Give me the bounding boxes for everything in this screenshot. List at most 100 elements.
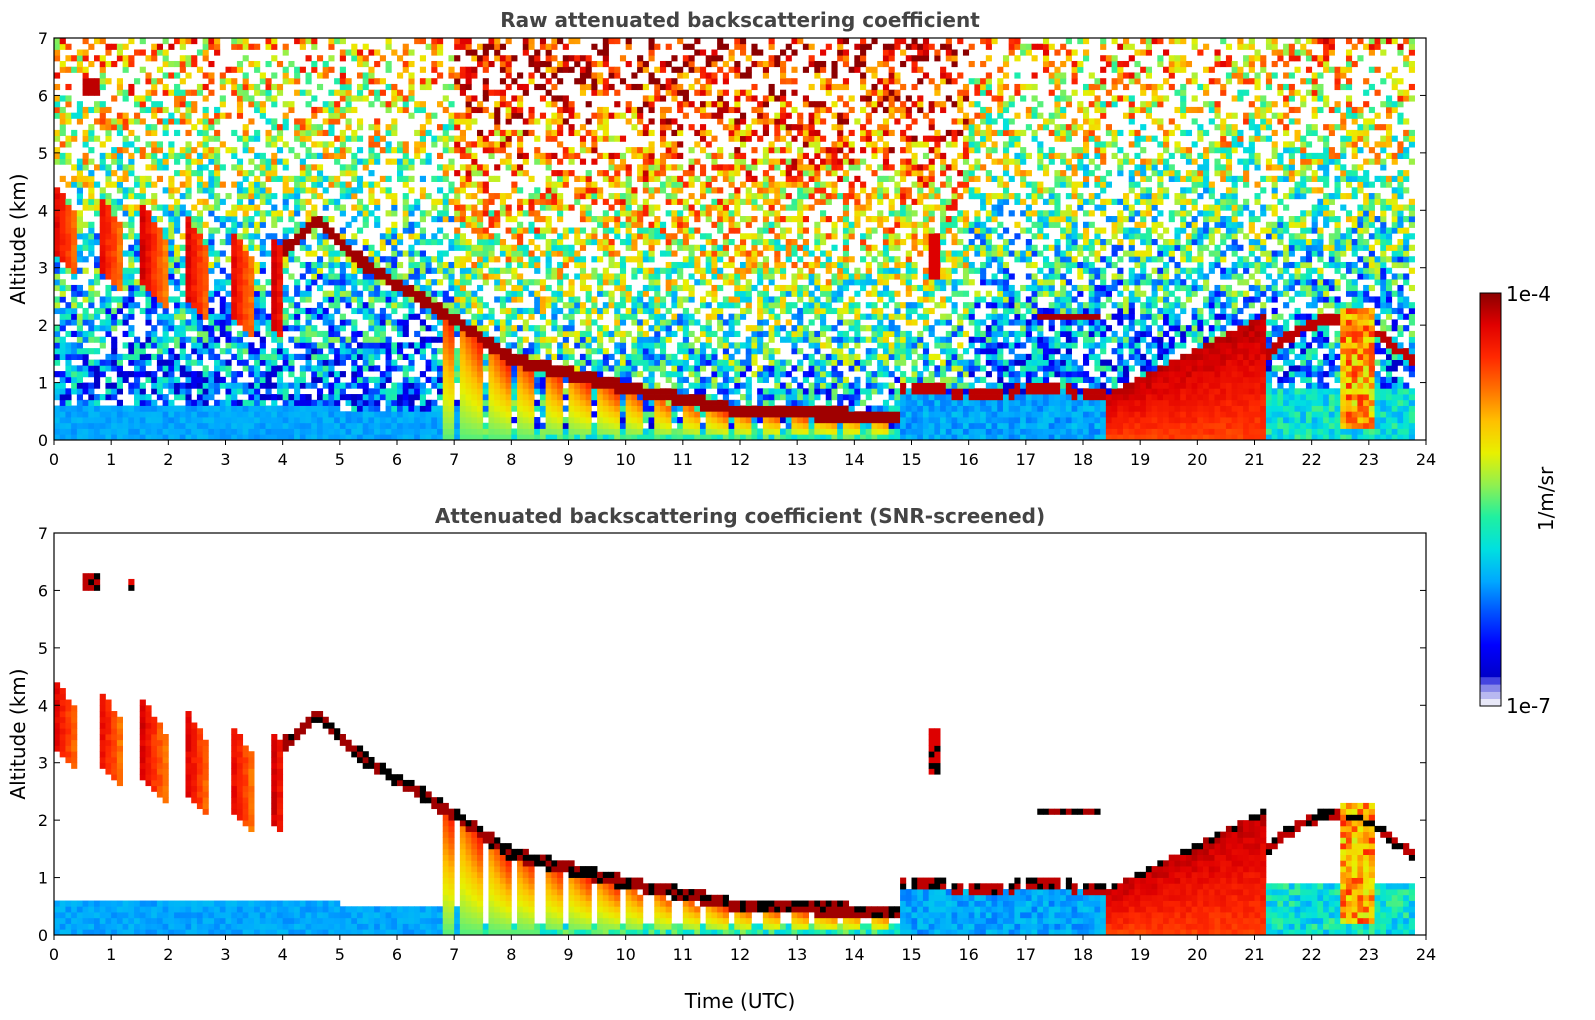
heatmap-cell [585, 187, 592, 194]
heatmap-cell [299, 135, 306, 142]
heatmap-cell [94, 273, 101, 280]
heatmap-cell [391, 342, 398, 349]
heatmap-cell [431, 141, 438, 148]
heatmap-cell [431, 216, 438, 223]
heatmap-cell [665, 118, 672, 125]
heatmap-cell [145, 273, 152, 280]
heatmap-cell [585, 216, 592, 223]
heatmap-cell [522, 394, 529, 401]
heatmap-cell [419, 348, 426, 355]
heatmap-cell [59, 342, 66, 349]
heatmap-cell [111, 336, 118, 343]
heatmap-cell [99, 417, 106, 424]
heatmap-cell [579, 376, 587, 383]
heatmap-cell [545, 89, 552, 96]
heatmap-cell [59, 198, 66, 205]
heatmap-cell [597, 434, 604, 441]
heatmap-cell [311, 187, 318, 194]
heatmap-cell [276, 394, 284, 401]
heatmap-cell [305, 118, 312, 125]
heatmap-cell [128, 411, 135, 418]
heatmap-cell [648, 147, 655, 154]
heatmap-cell [391, 302, 398, 309]
heatmap-cell [185, 227, 192, 234]
heatmap-cell [191, 411, 198, 418]
heatmap-cell [236, 256, 244, 263]
heatmap-cell [648, 38, 655, 45]
heatmap-cell [539, 371, 547, 378]
heatmap-cell [431, 198, 438, 205]
heatmap-cell [602, 405, 609, 412]
heatmap-cell [619, 55, 627, 62]
heatmap-cell [437, 210, 444, 217]
heatmap-cell [442, 394, 449, 401]
heatmap-cell [642, 129, 649, 137]
heatmap-cell [574, 250, 581, 257]
heatmap-cell [356, 296, 364, 303]
heatmap-cell [471, 273, 478, 280]
heatmap-cell [288, 371, 295, 378]
heatmap-cell [265, 95, 272, 102]
heatmap-cell [425, 376, 432, 383]
heatmap-cell [111, 405, 118, 412]
heatmap-cell [151, 124, 158, 131]
heatmap-cell [88, 411, 95, 418]
heatmap-cell [351, 330, 358, 338]
heatmap-cell [334, 348, 341, 355]
heatmap-cell [111, 158, 118, 165]
heatmap-cell [248, 411, 255, 418]
heatmap-cell [391, 405, 398, 412]
heatmap-cell [591, 422, 598, 429]
heatmap-cell [185, 256, 192, 263]
heatmap-cell [625, 43, 632, 50]
heatmap-cell [459, 405, 466, 412]
heatmap-cell [254, 187, 261, 194]
heatmap-cell [597, 428, 604, 435]
heatmap-cell [585, 330, 592, 338]
heatmap-cell [294, 325, 301, 332]
heatmap-cell [597, 216, 604, 223]
heatmap-cell [196, 141, 204, 148]
heatmap-cell [196, 198, 204, 205]
heatmap-cell [225, 302, 232, 309]
heatmap-cell [488, 43, 495, 50]
heatmap-cell [648, 422, 655, 429]
heatmap-cell [642, 181, 649, 188]
heatmap-cell [425, 210, 432, 217]
heatmap-cell [494, 319, 501, 326]
heatmap-cell [585, 336, 592, 343]
heatmap-cell [659, 170, 667, 177]
heatmap-cell [122, 353, 129, 360]
heatmap-cell [225, 210, 232, 217]
heatmap-cell [414, 342, 421, 349]
heatmap-cell [477, 170, 484, 177]
heatmap-cell [608, 434, 615, 441]
heatmap-cell [448, 342, 455, 349]
heatmap-cell [82, 152, 89, 159]
heatmap-cell [419, 233, 426, 240]
heatmap-cell [65, 141, 72, 148]
heatmap-cell [82, 181, 89, 188]
heatmap-cell [482, 204, 489, 211]
heatmap-cell [242, 330, 249, 338]
heatmap-cell [591, 158, 598, 165]
heatmap-cell [328, 227, 335, 234]
heatmap-cell [145, 290, 152, 297]
heatmap-cell [454, 290, 461, 297]
heatmap-cell [59, 244, 66, 251]
heatmap-cell [391, 388, 398, 395]
heatmap-cell [522, 422, 529, 429]
heatmap-cell [162, 428, 169, 435]
heatmap-cell [59, 313, 66, 320]
heatmap-cell [122, 376, 129, 383]
heatmap-cell [271, 319, 278, 326]
heatmap-cell [196, 319, 204, 326]
heatmap-cell [271, 359, 278, 366]
heatmap-cell [488, 336, 495, 343]
heatmap-cell [517, 279, 524, 286]
heatmap-cell [76, 348, 83, 355]
heatmap-cell [339, 388, 346, 395]
heatmap-cell [539, 72, 547, 79]
heatmap-cell [254, 181, 261, 188]
heatmap-cell [397, 164, 404, 171]
